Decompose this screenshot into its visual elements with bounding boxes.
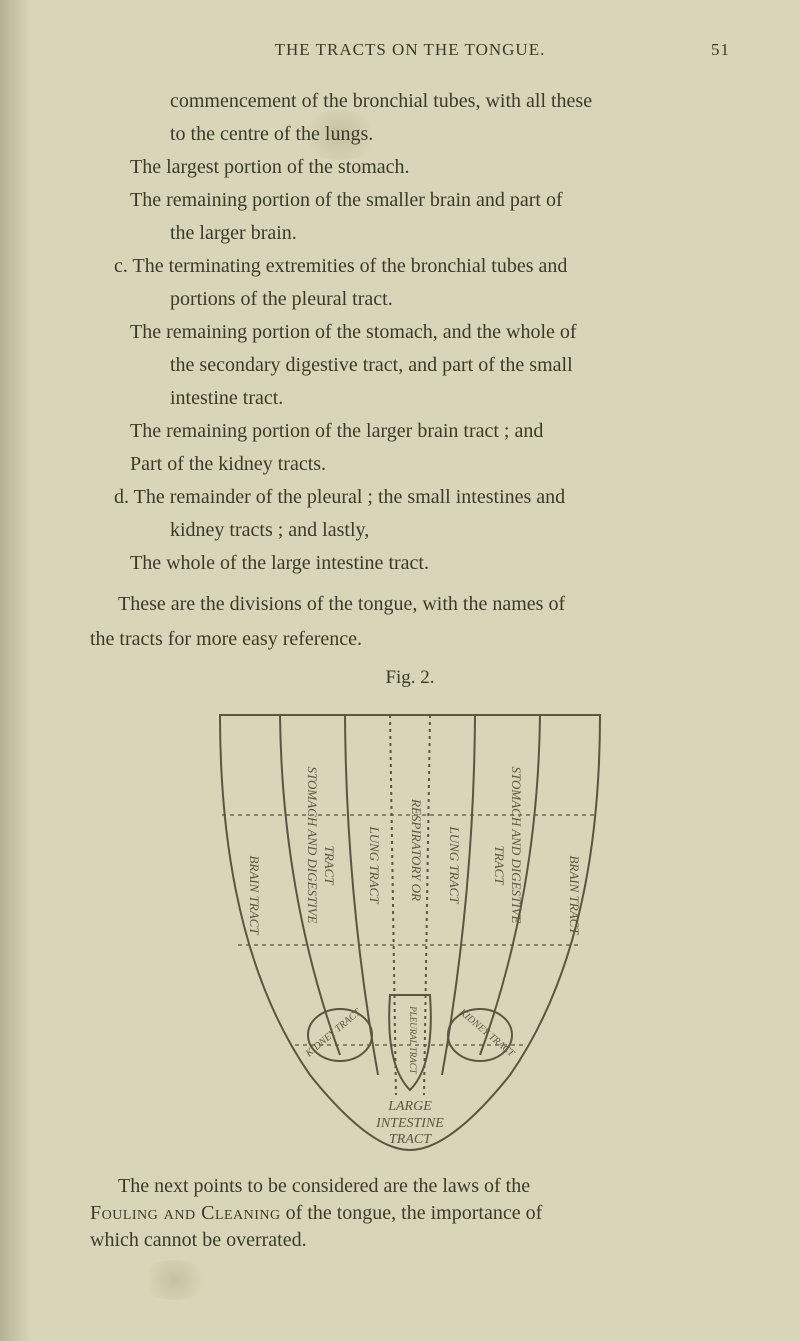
body-line: to the centre of the lungs. (170, 121, 730, 148)
body-line-c: c. The terminating extremities of the br… (130, 253, 730, 280)
tongue-diagram: BRAIN TRACT STOMACH AND DIGESTIVE TRACT … (200, 695, 620, 1155)
body-line: commencement of the bronchial tubes, wit… (170, 88, 730, 115)
closing-line: which cannot be overrated. (90, 1227, 730, 1254)
closing-line: The next points to be considered are the… (90, 1173, 730, 1200)
body-line: Part of the kidney tracts. (170, 451, 730, 478)
label-pleural: PLEURAL TRACT (408, 1005, 418, 1075)
body-line: the secondary digestive tract, and part … (170, 352, 730, 379)
body-line: intestine tract. (170, 385, 730, 412)
tongue-outline (220, 715, 600, 1150)
body-line-d: d. The remainder of the pleural ; the sm… (130, 484, 730, 511)
label-lung-r: LUNG TRACT (447, 826, 462, 905)
header-title: THE TRACTS ON THE TONGUE. (275, 40, 546, 60)
closing-line: Fouling and Cleaning of the tongue, the … (90, 1200, 730, 1227)
summary-line: These are the divisions of the tongue, w… (90, 591, 730, 618)
body-line: The remaining portion of the larger brai… (170, 418, 730, 445)
page-content: THE TRACTS ON THE TONGUE. 51 commencemen… (0, 0, 800, 1341)
body-line: kidney tracts ; and lastly, (170, 517, 730, 544)
body-line: the larger brain. (170, 220, 730, 247)
label-resp: RESPIRATORY OR (409, 798, 424, 901)
label-tract-right: TRACT (492, 845, 507, 885)
label-stomach-right: STOMACH AND DIGESTIVE (509, 767, 524, 924)
label-brain-left: BRAIN TRACT (247, 855, 262, 935)
body-line: The whole of the large intestine tract. (170, 550, 730, 577)
label-large3: TRACT (389, 1132, 432, 1147)
label-large1: LARGE (387, 1099, 432, 1114)
label-brain-right: BRAIN TRACT (567, 855, 582, 935)
label-kidney-right: KIDNEY TRACT (456, 1006, 517, 1060)
summary-line: the tracts for more easy reference. (90, 626, 730, 653)
label-kidney-left: KIDNEY TRACT (303, 1006, 364, 1060)
figure-label: Fig. 2. (90, 667, 730, 689)
page-number: 51 (711, 40, 730, 60)
body-line: The remaining portion of the smaller bra… (170, 187, 730, 214)
label-tract-left: TRACT (322, 845, 337, 885)
closing-text: of the tongue, the importance of (281, 1202, 543, 1224)
label-stomach-left: STOMACH AND DIGESTIVE (305, 767, 320, 924)
running-header: THE TRACTS ON THE TONGUE. 51 (90, 40, 730, 60)
body-line: The remaining portion of the stomach, an… (170, 319, 730, 346)
body-line: The largest portion of the stomach. (170, 154, 730, 181)
body-line: portions of the pleural tract. (170, 286, 730, 313)
label-large2: INTESTINE (375, 1116, 444, 1131)
label-lung: LUNG TRACT (367, 826, 382, 905)
closing-emph: Fouling and Cleaning (90, 1202, 281, 1224)
